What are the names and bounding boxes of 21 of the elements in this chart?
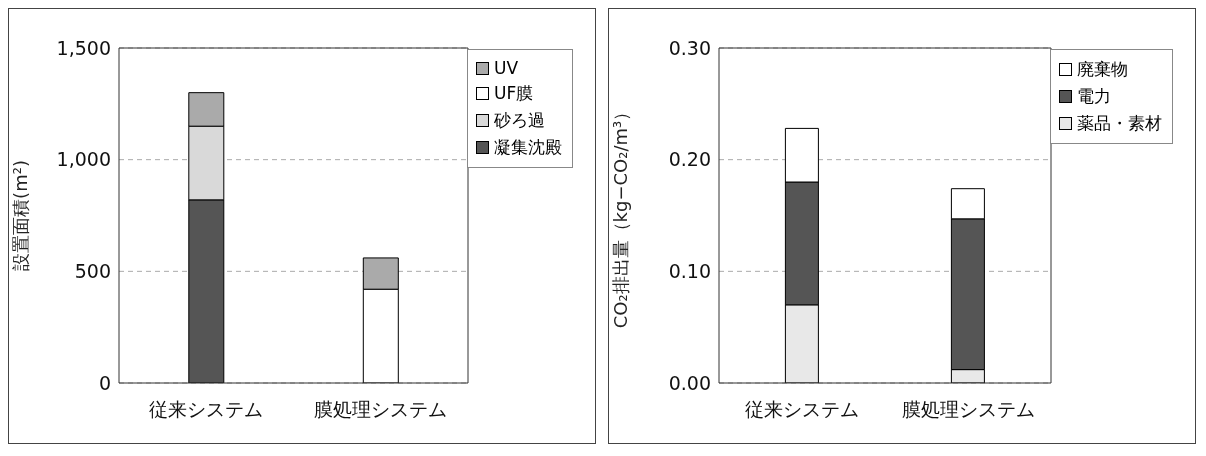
x-tick-label: 従来システム [745,398,859,421]
y-tick-label: 500 [74,260,111,283]
legend-label: UF膜 [494,82,534,105]
x-tick-label: 従来システム [149,398,264,421]
legend-label: 電力 [1077,85,1111,108]
y-tick-label: 1,500 [56,36,111,59]
legend-label: UV [494,58,519,78]
legend-label: 砂ろ過 [494,109,545,132]
y-tick-label: 0.00 [668,371,711,394]
x-tick-label: 膜処理システム [901,398,1035,421]
legend-label: 凝集沈殿 [494,136,562,159]
y-tick-label: 0.30 [668,36,711,59]
y-tick-label: 1,000 [56,148,111,171]
y-tick-label: 0 [98,371,111,394]
y-axis-title: 設置面積(m²) [10,160,32,271]
y-tick-label: 0.20 [668,148,711,171]
y-axis-title: CO₂排出量（kg−CO₂/m³） [610,102,632,329]
y-tick-label: 0.10 [668,260,711,283]
legend-label: 薬品・素材 [1077,112,1162,135]
legend-label: 廃棄物 [1077,58,1128,81]
x-tick-label: 膜処理システム [314,398,448,421]
